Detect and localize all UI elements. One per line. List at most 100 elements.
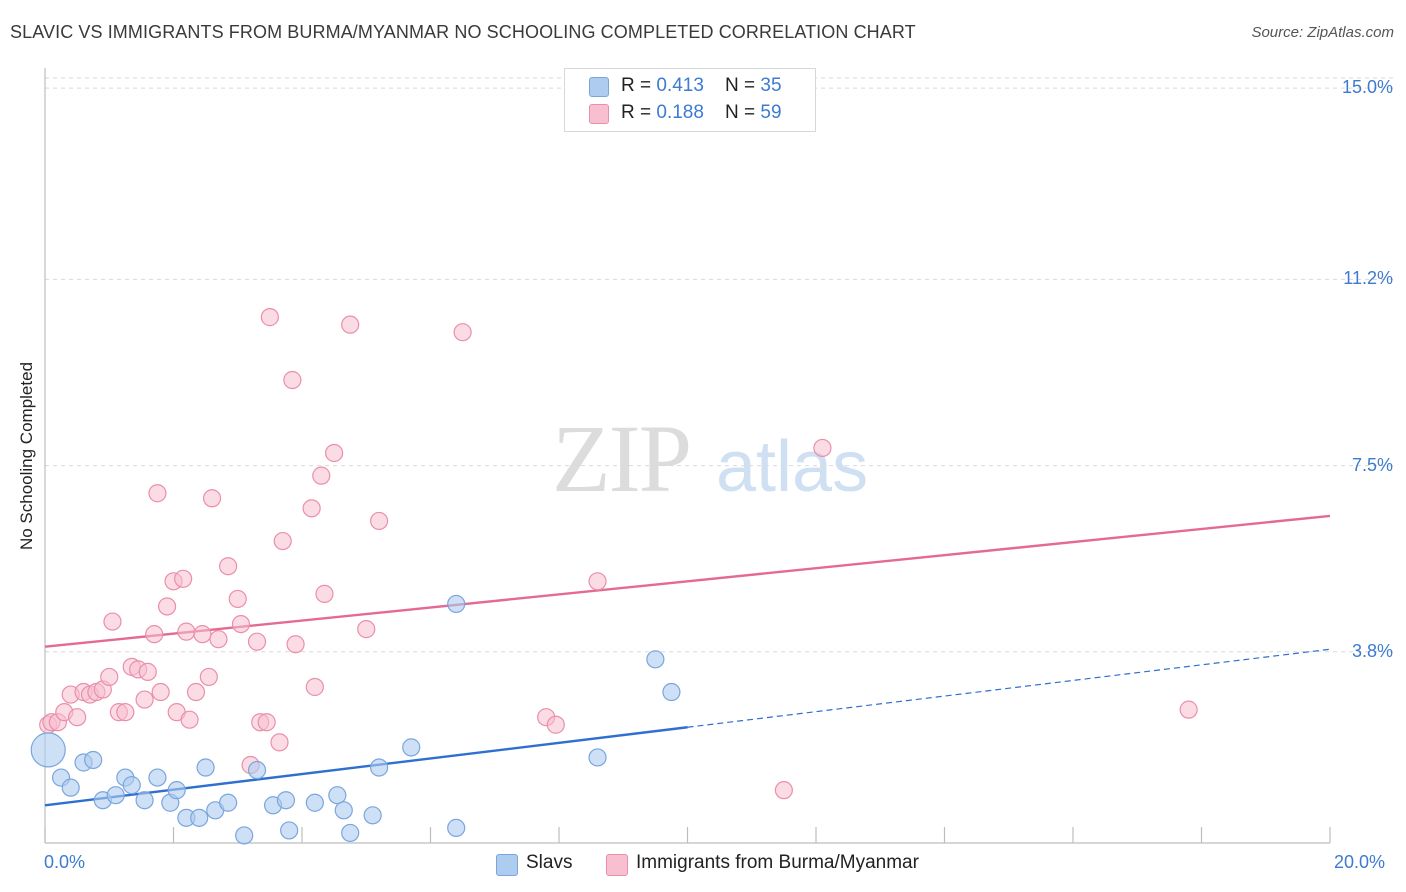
legend-n-label: N = <box>725 75 761 96</box>
point-burma <box>151 682 170 702</box>
point-slavs <box>190 808 209 827</box>
point-burma <box>357 620 376 639</box>
x-tick-label-left: 0.0% <box>44 852 86 872</box>
trend-line-slavs <box>44 726 688 807</box>
trend-line-burma <box>44 514 1331 648</box>
point-slavs <box>363 806 382 825</box>
point-slavs <box>588 748 607 767</box>
point-burma <box>1179 700 1198 719</box>
point-burma <box>813 438 832 458</box>
point-slavs <box>280 821 299 840</box>
legend-n-label: N = <box>725 102 761 123</box>
point-burma <box>546 715 565 734</box>
point-slavs <box>247 760 267 780</box>
legend: R = 0.413 N = 35 R = 0.188 N = 59 <box>564 68 816 132</box>
point-burma <box>157 597 177 616</box>
legend-r-value: 0.188 <box>656 102 704 123</box>
x-tick-label-right: 20.0% <box>1334 852 1386 872</box>
legend-r-label: R = <box>621 75 657 96</box>
point-burma <box>273 531 292 551</box>
point-slavs <box>447 818 466 838</box>
point-burma <box>193 625 212 644</box>
point-slavs <box>61 778 80 797</box>
y-tick-label: 11.2% <box>1343 268 1393 289</box>
point-burma <box>228 589 247 609</box>
legend-n-value: 35 <box>760 75 782 96</box>
watermark-atlas: atlas <box>716 427 868 507</box>
point-burma <box>247 632 267 651</box>
point-burma <box>116 703 135 722</box>
point-burma <box>588 572 607 591</box>
point-burma <box>100 667 119 687</box>
source-label: Source: ZipAtlas.com <box>1251 24 1394 41</box>
chart-title: SLAVIC VS IMMIGRANTS FROM BURMA/MYANMAR … <box>10 22 916 42</box>
legend-swatch-blue <box>589 77 609 97</box>
point-burma <box>138 662 157 681</box>
series-swatch-blue <box>496 854 518 876</box>
point-slavs <box>122 776 141 795</box>
legend-r-value: 0.413 <box>656 75 704 96</box>
point-slavs <box>106 786 125 805</box>
point-burma <box>774 781 793 800</box>
point-slavs <box>370 758 389 777</box>
point-burma <box>370 511 389 531</box>
point-burma <box>341 315 360 334</box>
point-burma <box>68 708 87 727</box>
point-slavs <box>341 823 360 843</box>
axes <box>44 68 1331 844</box>
point-slavs <box>219 793 238 812</box>
y-tick-label: 3.8% <box>1351 640 1393 661</box>
point-slavs <box>402 738 421 757</box>
point-burma <box>302 499 321 518</box>
point-burma <box>286 635 305 654</box>
series-label-burma: Immigrants from Burma/Myanmar <box>636 852 919 873</box>
point-burma <box>453 323 472 342</box>
point-burma <box>148 484 167 503</box>
point-slavs <box>235 826 254 845</box>
gridlines <box>45 77 1393 653</box>
point-burma <box>209 630 228 649</box>
point-burma <box>283 370 302 390</box>
point-burma <box>312 466 331 485</box>
point-slavs <box>30 732 66 768</box>
point-slavs <box>276 791 296 810</box>
point-burma <box>103 612 122 631</box>
point-burma <box>325 443 344 463</box>
point-burma <box>135 690 154 709</box>
point-burma <box>315 584 334 603</box>
point-burma <box>202 489 222 508</box>
data-points <box>30 308 1198 845</box>
point-burma <box>186 682 206 702</box>
y-tick-label: 7.5% <box>1351 454 1393 475</box>
point-slavs <box>334 801 353 820</box>
point-burma <box>257 713 276 732</box>
point-slavs <box>196 758 215 777</box>
trend-lines <box>44 514 1331 807</box>
trend-line-slavs-extension <box>687 648 1331 728</box>
watermark-zip: ZIP <box>552 405 690 512</box>
series-label-slavs: Slavs <box>526 852 573 873</box>
legend-swatch-pink <box>589 104 609 124</box>
point-slavs <box>662 682 681 702</box>
series-legend: Slavs Immigrants from Burma/Myanmar <box>0 852 1406 878</box>
point-slavs <box>167 781 186 800</box>
point-burma <box>231 614 251 634</box>
point-burma <box>180 710 199 729</box>
point-slavs <box>135 791 154 810</box>
series-swatch-pink <box>606 854 628 876</box>
legend-n-value: 59 <box>760 102 782 123</box>
point-slavs <box>305 793 324 812</box>
point-slavs <box>328 786 347 805</box>
point-slavs <box>84 750 103 770</box>
watermark: ZIP atlas <box>552 405 868 512</box>
legend-r-label: R = <box>621 102 657 123</box>
point-slavs <box>646 650 665 669</box>
point-burma <box>305 677 324 697</box>
point-burma <box>270 733 289 752</box>
point-burma <box>260 308 279 327</box>
point-burma <box>199 667 218 687</box>
y-tick-label: 15.0% <box>1341 77 1393 98</box>
point-burma <box>177 622 196 641</box>
point-slavs <box>148 768 167 787</box>
